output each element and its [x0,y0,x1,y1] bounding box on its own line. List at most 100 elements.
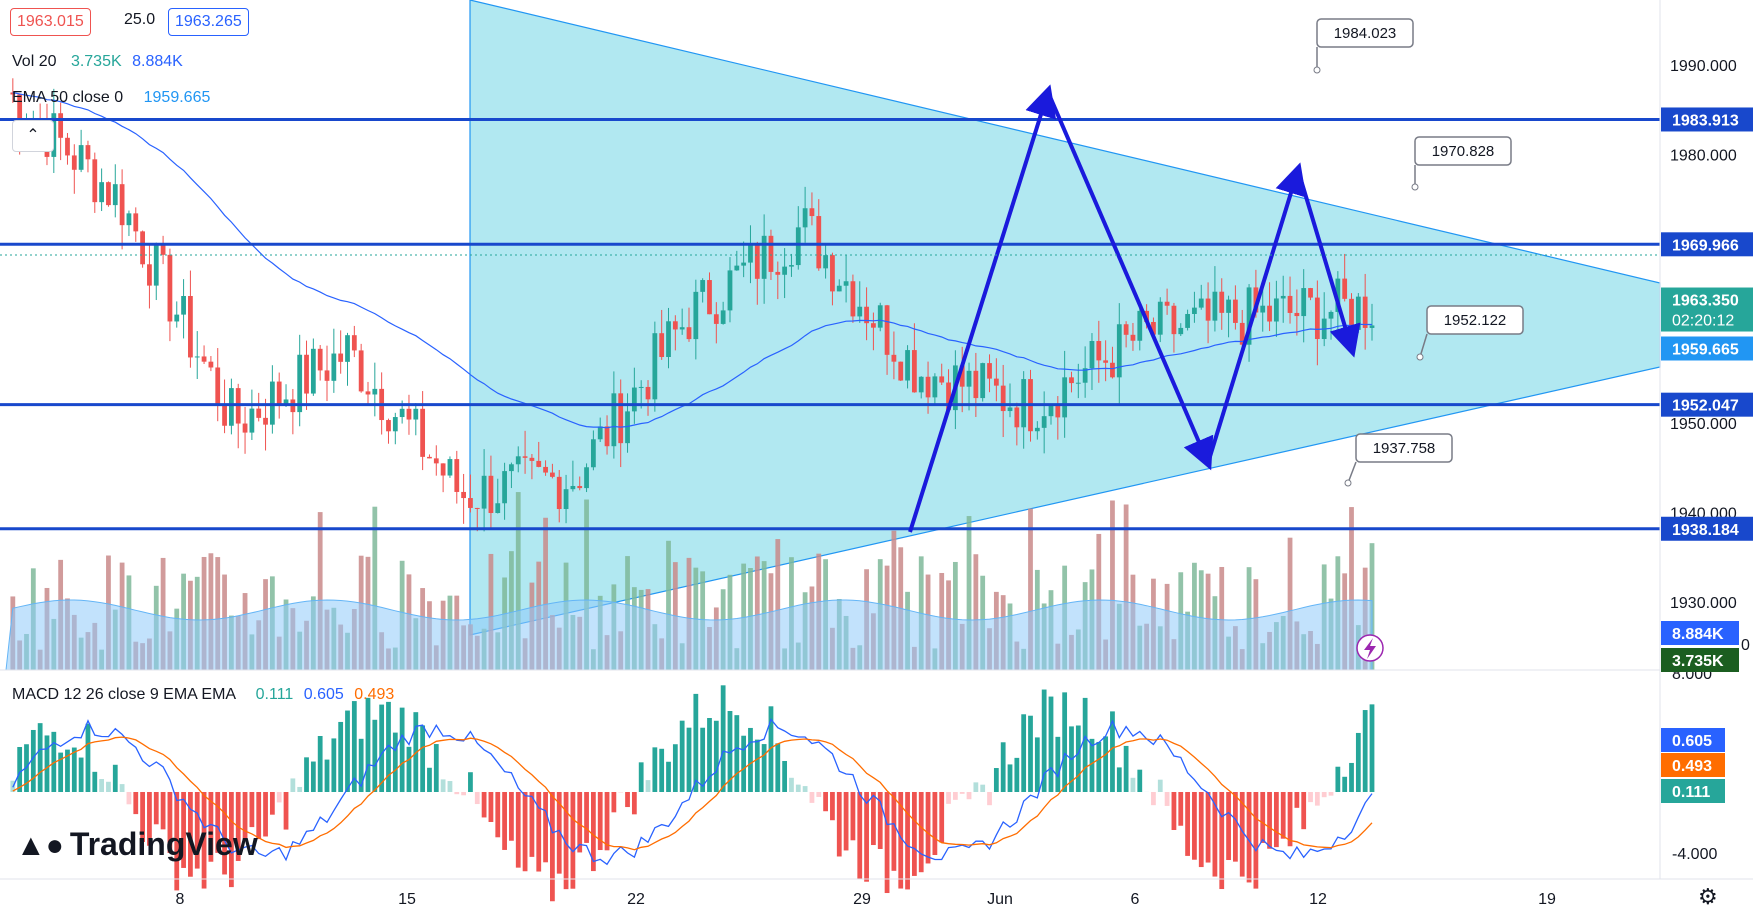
macd-histogram-bar [741,735,747,792]
macd-histogram-bar [918,792,924,873]
candle-body [263,417,268,425]
ask-price-box[interactable]: 1963.265 [168,8,249,36]
price-tick-label: 1930.000 [1670,595,1737,612]
candle-body [413,408,419,420]
macd-histogram-bar [679,720,685,792]
macd-histogram-bar [51,731,57,792]
candle-body [891,354,897,362]
candle-body [188,296,193,358]
macd-histogram-bar [727,710,733,792]
candle-body [659,333,665,358]
candle-body [433,458,439,464]
macd-histogram-bar [795,784,801,792]
macd-histogram-bar [269,792,275,815]
macd-histogram-bar [748,727,753,792]
countdown-label: 02:20:12 [1672,313,1734,330]
volume-bar [1219,566,1225,670]
macd-histogram-bar [126,792,132,805]
price-axis[interactable]: 1990.0001980.0001950.0001940.0001930.000… [1670,58,1737,863]
candle-body [106,182,111,206]
candle-body [836,285,842,292]
zigzag-arrow [908,84,1057,533]
macd-histogram-bar [1089,738,1095,792]
candle-body [1171,305,1177,335]
macd-histogram-bar [980,784,986,792]
candle-body [495,503,501,514]
candle-body [1280,295,1286,299]
candle-body [1116,324,1122,378]
volume-bar [741,563,747,670]
macd-histogram-bar [276,792,282,803]
macd-histogram-bar [1239,792,1245,877]
time-axis[interactable]: 8 15 22 29 Jun 6 12 19 [176,891,1556,908]
macd-histogram-bar [843,792,849,851]
callout-anchor [1313,66,1321,74]
zigzag-arrows[interactable] [908,84,1361,533]
volume-bar [208,553,214,670]
macd-histogram-bar [597,792,603,851]
macd-histogram-bar [911,792,917,876]
level-tag-bg [1661,232,1753,257]
volume-bar [584,499,589,670]
macd-histogram-bar [44,735,50,792]
candle-body [898,361,904,381]
candle-body [358,350,364,392]
candle-body [351,335,357,351]
candle-body [1239,322,1245,345]
callout-anchor [1416,353,1424,361]
candle-body [406,408,412,420]
macd-histogram-bar [317,736,323,792]
macd-histogram-bar [720,685,726,792]
volume-bar [891,530,897,670]
candle-body [1089,340,1095,369]
ema-value: 1959.665 [143,89,211,106]
macd-histogram-bar [686,727,692,792]
lightning-icon[interactable] [1356,634,1384,662]
candle-body [1096,340,1102,361]
macd-histogram-bar [775,743,781,792]
level-tag-label: 1983.913 [1672,112,1739,129]
macd-histogram-bar [1123,745,1129,792]
candle-body [966,370,972,387]
candle-body [1157,301,1163,335]
collapse-legend-button[interactable]: ⌃ [12,120,54,152]
candle-body [1226,299,1231,313]
horizontal-levels[interactable] [0,117,1660,531]
macd-histogram-bar [1212,792,1218,877]
macd-histogram-bar [536,792,542,872]
time-tick-label: 6 [1131,891,1140,908]
volume-bar [686,557,692,670]
candle-body [502,471,507,504]
macd-label: MACD 12 26 close 9 EMA EMA [12,686,236,703]
macd-histogram-bar [782,760,788,792]
macd-histogram-bar [1041,689,1047,792]
volume-tag-label: 8.884K [1672,626,1724,643]
candle-body [112,184,118,206]
candle-body [871,323,876,328]
macd-histogram-bar [1130,777,1136,792]
candle-body [857,306,863,317]
macd-histogram-bar [249,792,255,828]
macd-histogram-bar [1362,710,1368,792]
bid-price-box[interactable]: 1963.015 [10,8,91,36]
price-callouts[interactable]: 1984.023 1970.828 1952.122 1937.758 [1313,18,1524,487]
macd-histogram-bar [488,792,494,822]
macd-histogram-bar [481,792,487,818]
candle-body [1082,368,1088,383]
candle-body [1075,382,1081,384]
candle-body [905,350,910,381]
macd-histogram-bar [215,792,221,853]
candle-body [17,94,23,129]
candle-body [324,370,330,381]
candle-body [1198,298,1204,308]
macd-histogram-bar [420,725,426,792]
macd-histogram-bar [631,792,637,815]
gear-icon[interactable]: ⚙ [1698,884,1718,909]
macd-histogram-bar [502,792,507,850]
candle-body [468,498,473,508]
macd-histogram-bar [1253,792,1259,889]
candle-body [1349,298,1354,330]
candle-body [666,321,671,358]
candle-body [133,213,139,232]
